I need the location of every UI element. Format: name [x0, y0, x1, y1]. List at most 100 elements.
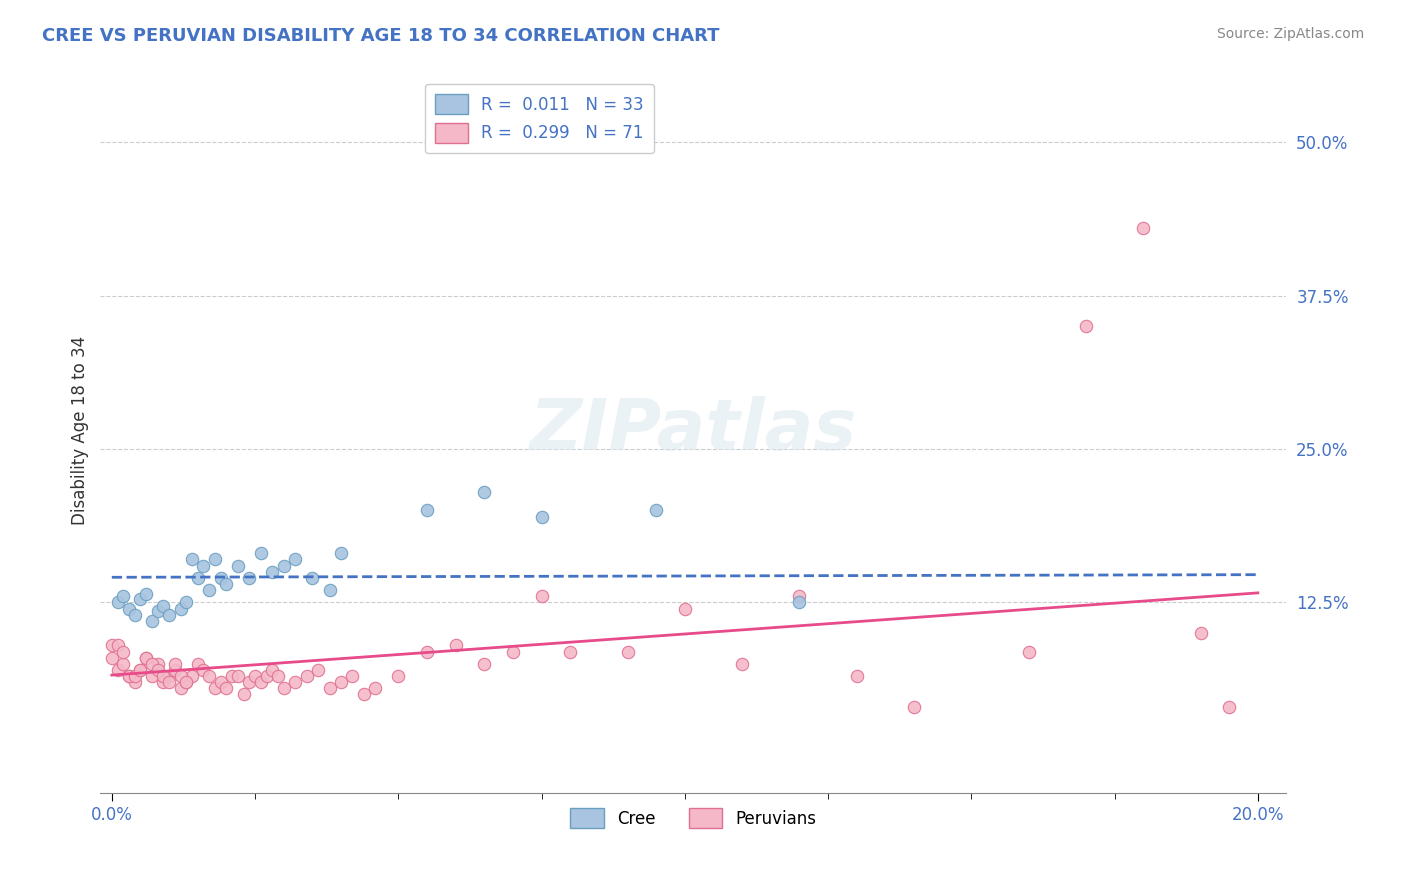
Point [295, 669, 318, 683]
Point [176, 675, 198, 690]
Point [1218, 699, 1240, 714]
Point [107, 639, 129, 653]
Point [135, 650, 157, 665]
Point [146, 604, 169, 618]
Point [342, 669, 364, 683]
Point [129, 663, 152, 677]
Point [129, 591, 152, 606]
Point [112, 657, 135, 671]
Point [169, 669, 191, 683]
Point [472, 657, 495, 671]
Point [645, 503, 668, 517]
Point [215, 577, 238, 591]
Point [249, 675, 271, 690]
Point [112, 589, 135, 603]
Point [789, 589, 811, 603]
Point [124, 675, 146, 690]
Point [318, 681, 340, 696]
Point [238, 571, 260, 585]
Point [472, 485, 495, 500]
Point [198, 583, 221, 598]
Point [146, 657, 169, 671]
Point [284, 675, 307, 690]
Point [152, 675, 174, 690]
Point [560, 644, 582, 658]
Point [416, 503, 439, 517]
Point [141, 614, 163, 628]
Point [209, 571, 232, 585]
Text: CREE VS PERUVIAN DISABILITY AGE 18 TO 34 CORRELATION CHART: CREE VS PERUVIAN DISABILITY AGE 18 TO 34… [42, 27, 720, 45]
Point [124, 607, 146, 622]
Point [141, 669, 163, 683]
Point [307, 663, 329, 677]
Point [330, 675, 353, 690]
Point [101, 639, 124, 653]
Point [444, 639, 467, 653]
Point [112, 644, 135, 658]
Point [1132, 221, 1154, 235]
Point [284, 552, 307, 566]
Point [157, 607, 180, 622]
Point [181, 552, 204, 566]
Point [232, 688, 254, 702]
Point [1018, 644, 1040, 658]
Point [267, 669, 290, 683]
Point [163, 657, 186, 671]
Point [204, 681, 226, 696]
Point [273, 558, 295, 573]
Point [107, 663, 129, 677]
Point [176, 595, 198, 609]
Point [118, 669, 141, 683]
Point [845, 669, 868, 683]
Point [353, 688, 375, 702]
Point [238, 675, 260, 690]
Point [262, 565, 284, 579]
Point [198, 669, 221, 683]
Point [163, 663, 186, 677]
Point [157, 669, 180, 683]
Point [141, 657, 163, 671]
Point [176, 675, 198, 690]
Point [616, 644, 638, 658]
Point [416, 644, 439, 658]
Point [181, 669, 204, 683]
Point [1074, 319, 1097, 334]
Point [169, 681, 191, 696]
Point [169, 601, 191, 615]
Point [243, 669, 266, 683]
Point [187, 657, 209, 671]
Point [387, 669, 409, 683]
Point [318, 583, 340, 598]
Point [530, 589, 553, 603]
Point [249, 546, 271, 560]
Point [193, 558, 215, 573]
Point [135, 650, 157, 665]
Point [731, 657, 754, 671]
Point [107, 595, 129, 609]
Point [152, 599, 174, 613]
Point [209, 675, 232, 690]
Point [193, 663, 215, 677]
Point [118, 669, 141, 683]
Point [789, 595, 811, 609]
Point [673, 601, 696, 615]
Point [157, 675, 180, 690]
Point [135, 587, 157, 601]
Point [118, 601, 141, 615]
Point [262, 663, 284, 677]
Point [903, 699, 925, 714]
Point [221, 669, 243, 683]
Point [215, 681, 238, 696]
Text: Source: ZipAtlas.com: Source: ZipAtlas.com [1216, 27, 1364, 41]
Point [330, 546, 353, 560]
Legend: Cree, Peruvians: Cree, Peruvians [564, 801, 823, 835]
Point [146, 663, 169, 677]
Point [256, 669, 278, 683]
Point [152, 669, 174, 683]
Point [226, 669, 249, 683]
Point [129, 663, 152, 677]
Point [273, 681, 295, 696]
Point [226, 558, 249, 573]
Point [301, 571, 323, 585]
Point [1189, 626, 1212, 640]
